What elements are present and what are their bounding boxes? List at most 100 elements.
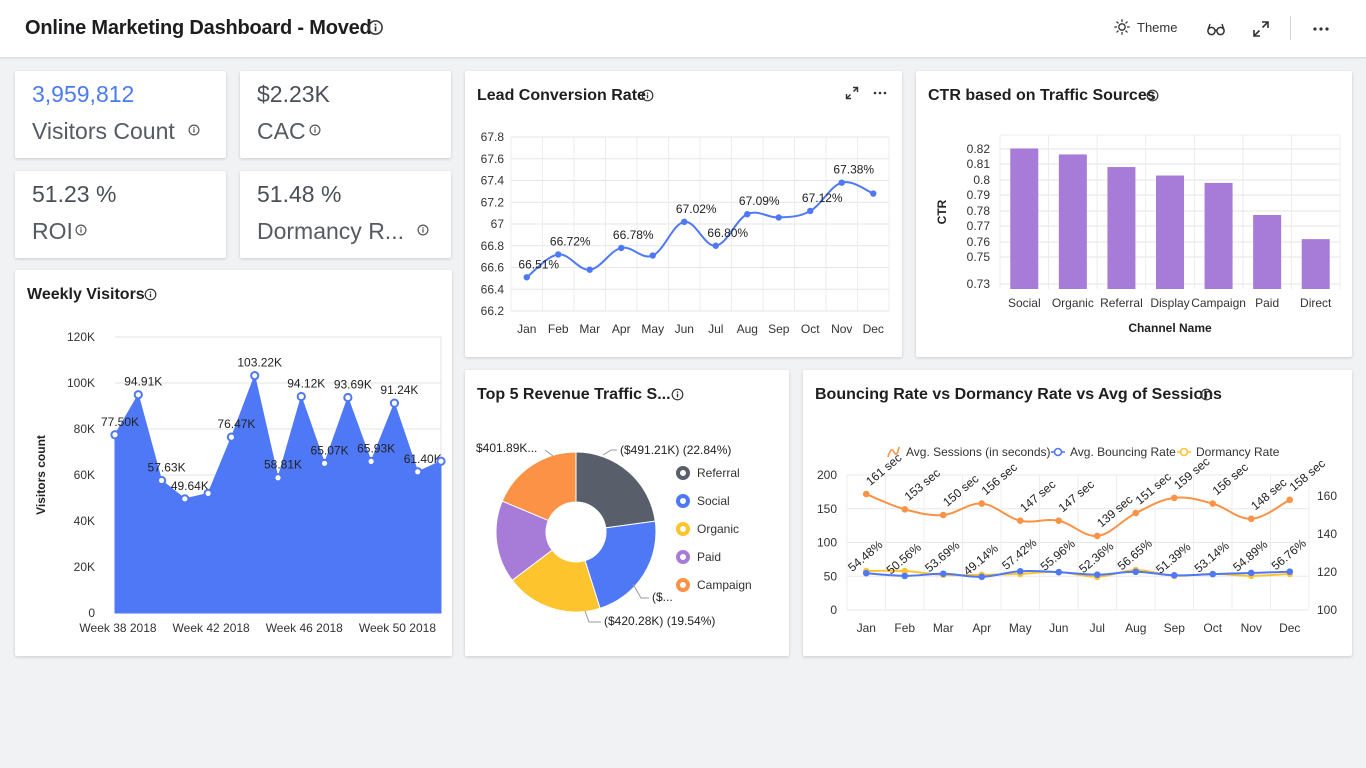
data-point — [586, 266, 593, 273]
data-label: 153 sec — [902, 466, 943, 504]
data-point — [273, 473, 283, 483]
kpi-cac-label: CAC — [257, 118, 306, 144]
y-tick-label: 66.6 — [481, 261, 505, 275]
legend-item-social[interactable]: Social — [676, 494, 730, 508]
x-tick-label: Feb — [548, 322, 569, 336]
legend-marker-icon — [676, 578, 690, 592]
data-label: 67.38% — [833, 163, 874, 177]
x-tick-label: Apr — [972, 621, 991, 635]
bounce-title: Bouncing Rate vs Dormancy Rate vs Avg of… — [815, 386, 1222, 403]
legend-item-organic[interactable]: Organic — [676, 522, 739, 536]
kpi-roi-card[interactable]: 51.23 % ROI — [15, 171, 226, 258]
legend-item-campaign[interactable]: Campaign — [676, 578, 752, 592]
data-label: 103.22K — [237, 356, 282, 370]
data-label: 94.12K — [287, 377, 325, 391]
expand-icon[interactable] — [844, 85, 860, 101]
info-icon[interactable] — [641, 89, 654, 102]
legend-label: Avg. Bouncing Rate — [1070, 445, 1176, 459]
data-point — [319, 458, 330, 468]
data-label: 53.69% — [922, 538, 962, 575]
data-label: 65.93K — [357, 441, 395, 455]
x-tick-label: Week 50 2018 — [359, 621, 436, 635]
x-tick-label: Paid — [1255, 296, 1279, 310]
slice-label: ($491.21K) (22.84%) — [620, 443, 731, 457]
info-icon[interactable] — [309, 124, 321, 136]
more-icon[interactable] — [872, 85, 888, 101]
data-label: 66.72% — [550, 234, 591, 248]
y2-tick-label: 160 — [1317, 489, 1337, 503]
weekly-visitors-title: Weekly Visitors — [27, 286, 145, 303]
info-icon[interactable] — [1146, 89, 1159, 102]
info-icon[interactable] — [188, 124, 200, 136]
data-point — [523, 274, 530, 281]
kpi-visitors-card[interactable]: 3,959,812 Visitors Count — [15, 71, 226, 158]
data-label: 161 sec — [863, 451, 904, 489]
x-tick-label: Week 38 2018 — [79, 621, 156, 635]
data-point — [1286, 496, 1294, 504]
data-label: 94.91K — [124, 375, 162, 389]
legend-item-referral[interactable]: Referral — [676, 466, 740, 480]
data-point — [807, 207, 814, 215]
y-tick-label: 67.6 — [481, 152, 505, 166]
y-tick-label: 120K — [67, 330, 95, 344]
x-tick-label: Sep — [1164, 621, 1186, 635]
x-tick-label: Sep — [768, 322, 790, 336]
dashboard-title: Online Marketing Dashboard - Moved — [25, 17, 372, 39]
data-point — [1132, 509, 1140, 517]
legend-marker-icon — [676, 522, 690, 536]
legend-label: Dormancy Rate — [1196, 445, 1280, 459]
data-point — [110, 430, 120, 440]
info-icon[interactable] — [1200, 388, 1213, 401]
revenue-card: Top 5 Revenue Traffic S... ($491.21K) (2… — [465, 370, 789, 656]
visitors-area — [114, 373, 442, 614]
x-tick-label: Jan — [857, 621, 876, 635]
kpi-roi-value: 51.23 % — [32, 181, 117, 207]
expand-icon[interactable] — [1251, 19, 1271, 39]
data-point — [744, 211, 751, 218]
donut-slice-organic — [511, 549, 601, 613]
kpi-cac-card[interactable]: $2.23K CAC — [240, 71, 451, 158]
data-point — [978, 500, 986, 507]
x-tick-label: Oct — [801, 322, 820, 336]
data-point — [1093, 571, 1101, 578]
y-tick-label: 0.8 — [973, 173, 990, 187]
info-icon[interactable] — [144, 288, 157, 301]
info-icon[interactable] — [417, 224, 429, 236]
legend-item-paid[interactable]: Paid — [676, 550, 721, 564]
data-label: 55.96% — [1038, 536, 1078, 573]
data-label: 91.24K — [380, 383, 418, 397]
y-tick-label: 66.4 — [481, 282, 505, 296]
data-label: 57.42% — [999, 535, 1039, 572]
data-point — [1247, 515, 1255, 523]
theme-label: Theme — [1137, 19, 1178, 35]
y-tick-label: 50 — [824, 569, 838, 583]
x-tick-label: Nov — [831, 322, 852, 336]
data-label: 139 sec — [1094, 492, 1135, 530]
info-icon[interactable] — [75, 224, 87, 236]
ctr-bar — [1204, 182, 1233, 289]
kpi-dormancy-card[interactable]: 51.48 % Dormancy R... — [240, 171, 451, 258]
data-label: 156 sec — [1210, 460, 1251, 498]
lead-conversion-card: Lead Conversion Rate 66.2 66.4 66.6 66.8 67 6… — [465, 71, 902, 357]
data-point — [1016, 517, 1024, 524]
kpi-roi-label: ROI — [32, 218, 73, 244]
info-icon[interactable] — [671, 388, 684, 401]
data-point — [555, 251, 562, 258]
x-tick-label: Referral — [1100, 296, 1143, 310]
donut-slice-paid — [495, 500, 553, 582]
ctr-card: CTR based on Traffic Sources 0.73 0.75 0.7… — [916, 71, 1352, 357]
data-point — [1286, 568, 1294, 575]
more-icon[interactable] — [1311, 19, 1331, 39]
data-label: 61.40K — [404, 452, 442, 466]
info-icon[interactable] — [367, 19, 384, 36]
glasses-icon[interactable] — [1206, 19, 1226, 39]
data-point — [1209, 570, 1217, 578]
ctr-chart: 0.73 0.750.76 0.770.78 0.790.8 0.810.82 Socia… — [935, 134, 1341, 335]
slice-label: $401.89K... — [476, 441, 537, 455]
data-point — [775, 214, 782, 221]
data-point — [389, 398, 400, 408]
theme-button[interactable]: Theme — [1114, 19, 1177, 35]
legend-label: Campaign — [697, 578, 752, 592]
x-tick-label: Jul — [1090, 621, 1105, 635]
x-tick-label: Mar — [933, 621, 954, 635]
